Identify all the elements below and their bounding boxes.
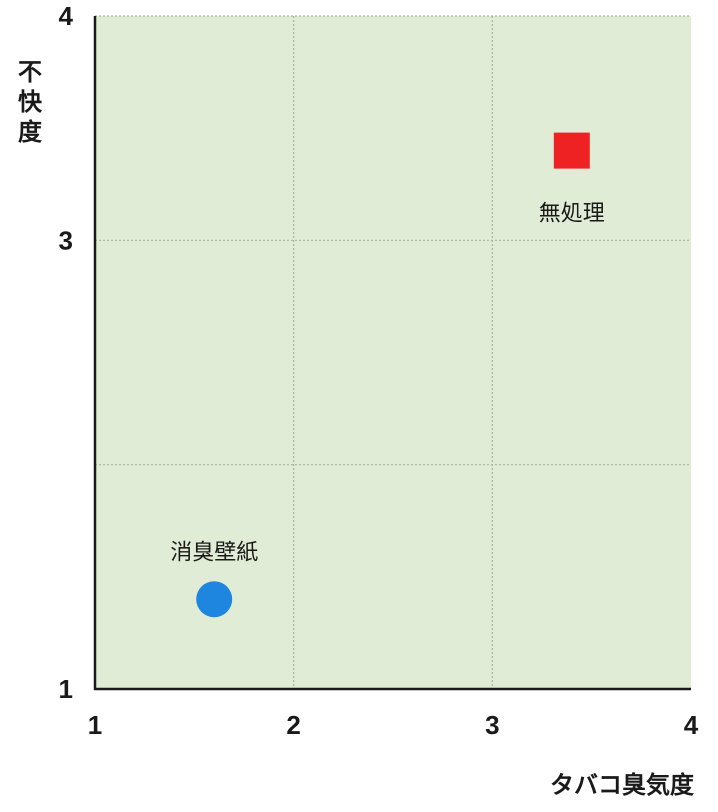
grid-lines: [95, 15, 691, 689]
data-point-label: 無処理: [539, 202, 605, 227]
x-axis-title: タバコ臭気度: [550, 771, 695, 799]
plot-area-background: [95, 16, 691, 689]
data-point-circle: [196, 581, 233, 618]
x-tick-label: 2: [286, 710, 300, 740]
axes: [93, 16, 691, 691]
y-tick-label: 4: [59, 1, 74, 31]
data-point-square: [553, 132, 590, 169]
data-points: 消臭壁紙 無処理: [170, 132, 605, 618]
y-tick-label: 1: [59, 674, 73, 704]
x-tick-label: 1: [88, 710, 102, 740]
data-point-label: 消臭壁紙: [170, 540, 258, 565]
x-tick-label: 3: [485, 710, 499, 740]
x-tick-label: 4: [684, 710, 699, 740]
tick-labels: 1 2 3 4 1 3 4: [59, 1, 699, 740]
y-tick-label: 3: [59, 225, 73, 255]
y-axis-title: 不快度: [18, 58, 43, 146]
